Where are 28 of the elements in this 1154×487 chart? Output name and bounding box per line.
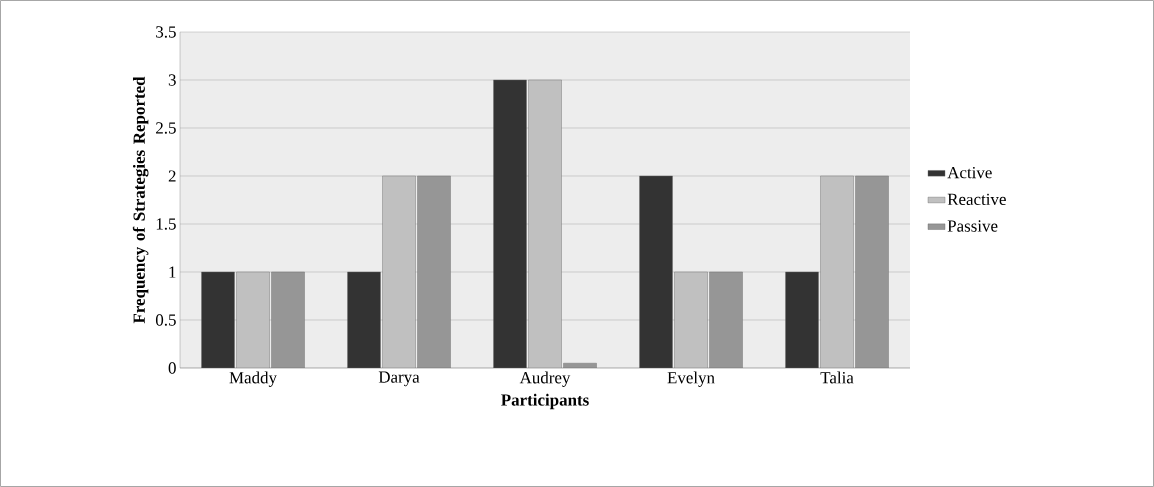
legend-label: Active bbox=[947, 166, 992, 179]
legend-label: Passive bbox=[947, 220, 998, 232]
y-tick-label: 0.5 bbox=[155, 314, 176, 326]
bar bbox=[639, 175, 673, 368]
bar bbox=[820, 175, 854, 368]
y-tick-label: 2 bbox=[168, 170, 176, 182]
bar bbox=[347, 271, 381, 368]
bar bbox=[382, 175, 416, 368]
legend-label: Reactive bbox=[947, 193, 1006, 206]
y-tick-label: 1.5 bbox=[156, 218, 176, 230]
y-tick-label: 3.5 bbox=[156, 26, 176, 38]
y-tick-label: 0 bbox=[168, 362, 176, 374]
y-axis-title: Frequency of Strategies Reported bbox=[132, 76, 149, 324]
bar bbox=[201, 271, 235, 368]
y-tick-label: 1 bbox=[169, 266, 176, 278]
x-tick-label: Darya bbox=[378, 371, 420, 387]
bar bbox=[674, 271, 708, 368]
bar bbox=[528, 79, 562, 368]
x-tick-label: Maddy bbox=[229, 371, 277, 387]
y-tick-label: 3 bbox=[168, 74, 176, 86]
bar bbox=[236, 271, 270, 368]
bar bbox=[493, 79, 527, 368]
x-axis-title: Participants bbox=[501, 393, 589, 410]
y-tick-label: 2.5 bbox=[156, 122, 176, 134]
x-tick-label: Audrey bbox=[519, 371, 571, 387]
bar bbox=[785, 271, 819, 368]
x-tick-label: Talia bbox=[820, 371, 854, 384]
x-tick-label: Evelyn bbox=[667, 371, 715, 387]
